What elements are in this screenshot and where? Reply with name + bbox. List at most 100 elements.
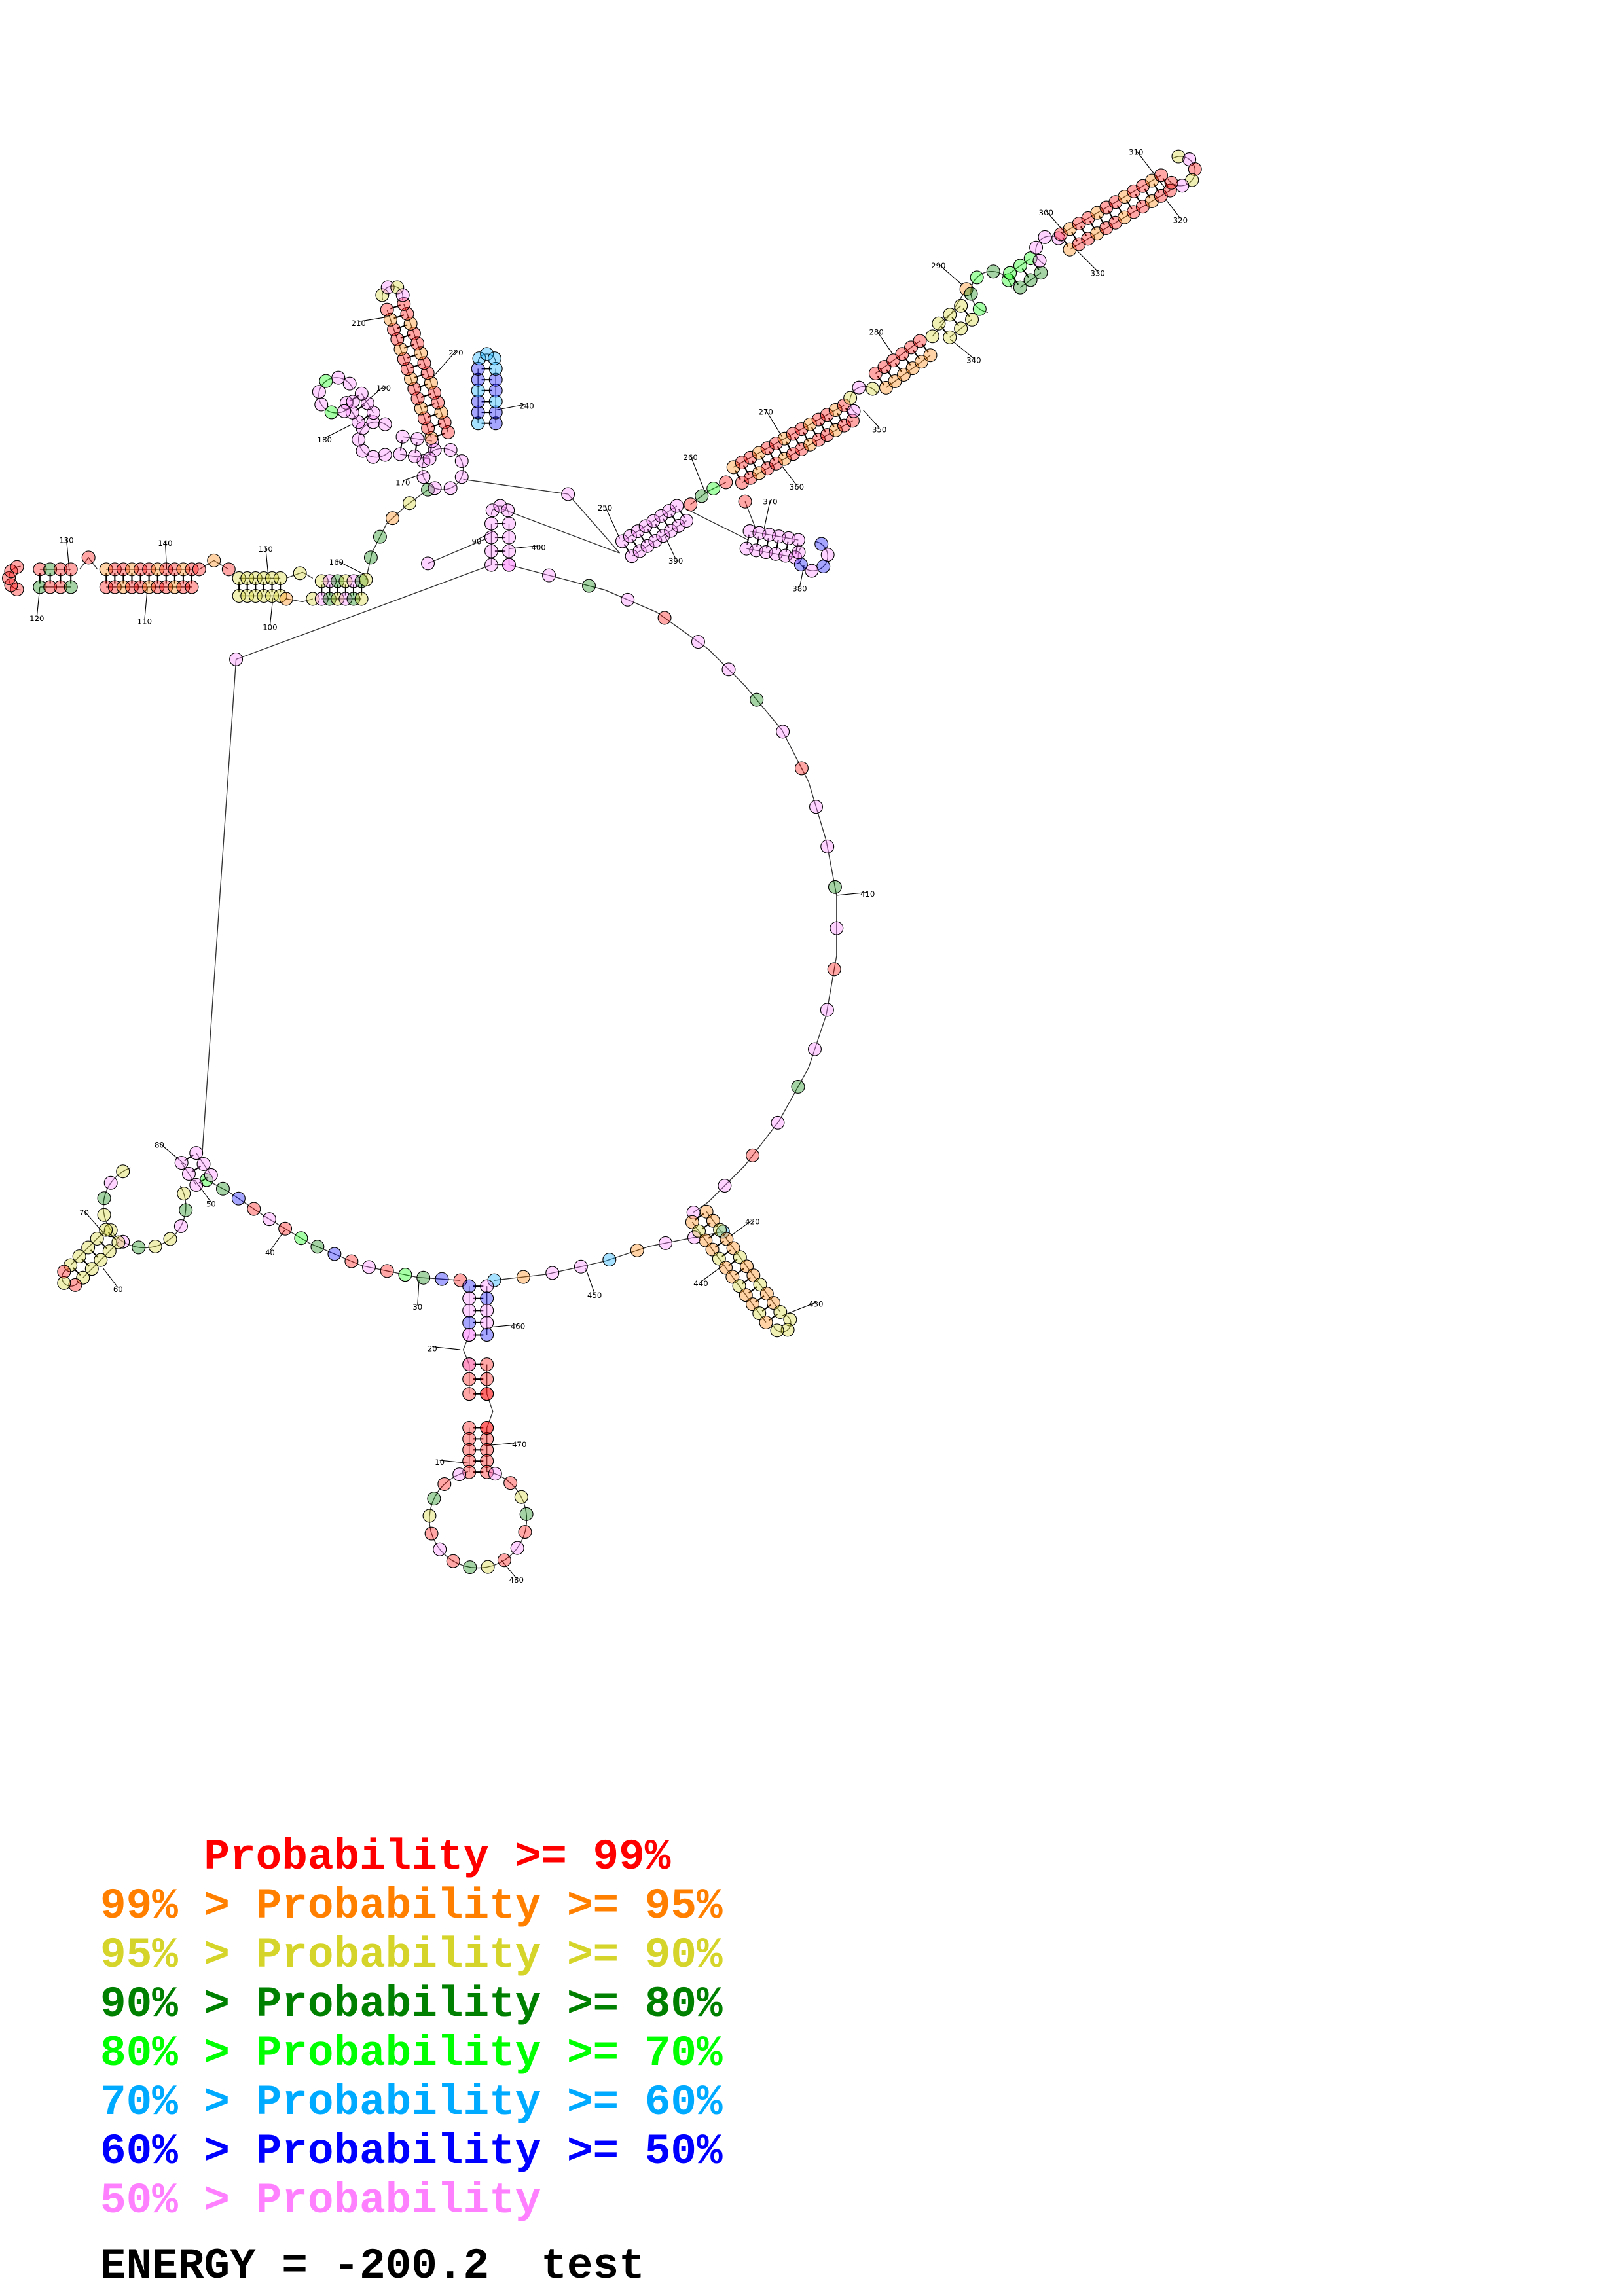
nucleotide	[630, 524, 645, 539]
nucleotide	[497, 1553, 511, 1568]
nucleotide	[791, 1079, 805, 1094]
nucleotide	[488, 405, 503, 420]
position-label: 20	[428, 1344, 437, 1353]
nucleotide	[331, 574, 345, 588]
nucleotide	[493, 499, 507, 513]
nucleotide	[189, 1146, 204, 1160]
nucleotide	[462, 1291, 477, 1306]
nucleotide	[331, 370, 346, 385]
base-pair-lines	[39, 177, 1169, 1473]
nucleotide	[484, 530, 498, 545]
nucleotide	[803, 437, 817, 452]
nucleotide	[462, 1454, 477, 1468]
nucleotide	[257, 588, 271, 603]
nucleotide	[319, 374, 333, 388]
nucleotide	[746, 1148, 760, 1162]
nucleotide	[471, 416, 485, 431]
nucleotide	[769, 436, 783, 450]
position-label: 270	[758, 407, 773, 416]
nucleotide	[811, 433, 826, 447]
position-label: 150	[258, 545, 272, 554]
nucleotide	[519, 1507, 534, 1521]
nucleotide	[518, 1525, 532, 1539]
position-label: 170	[395, 478, 410, 487]
position-label: 130	[59, 535, 73, 545]
nucleotide	[943, 330, 957, 344]
nucleotide	[386, 511, 399, 526]
nucleotide	[81, 1240, 96, 1255]
legend-entry: 60% > Probability >= 50%	[100, 2127, 723, 2176]
nucleotide	[488, 361, 503, 376]
nucleotide	[366, 450, 380, 464]
nucleotide	[57, 1265, 71, 1279]
position-label: 440	[693, 1279, 708, 1288]
nucleotide	[64, 580, 78, 594]
nucleotide	[247, 1202, 261, 1216]
position-label: 190	[376, 384, 391, 393]
nucleotide	[843, 391, 858, 405]
position-label: 350	[872, 425, 886, 434]
nucleotide	[954, 321, 968, 336]
nucleotide	[654, 509, 668, 523]
nucleotide	[472, 351, 486, 366]
nucleotide	[111, 1235, 126, 1249]
nucleotide	[232, 588, 246, 603]
nucleotide	[10, 560, 24, 574]
nucleotide	[322, 592, 337, 606]
nucleotide	[435, 1272, 449, 1286]
nucleotide	[408, 449, 422, 463]
nucleotide	[913, 334, 927, 348]
nucleotide	[99, 1223, 113, 1237]
nucleotide	[480, 1465, 494, 1479]
position-label: 110	[137, 617, 152, 626]
nucleotide	[185, 562, 199, 577]
nucleotide	[487, 1273, 501, 1287]
position-label: 340	[966, 355, 981, 365]
position-label: 420	[745, 1217, 759, 1227]
position-label: 50	[206, 1199, 216, 1208]
nucleotide	[310, 1240, 325, 1254]
nucleotide	[174, 1156, 189, 1170]
nucleotide	[248, 571, 263, 585]
nucleotide	[809, 800, 823, 814]
nucleotide	[262, 1212, 276, 1227]
nucleotide	[780, 1323, 795, 1337]
nucleotide	[116, 1164, 130, 1179]
nucleotide	[760, 461, 775, 476]
nucleotide	[346, 592, 361, 606]
nucleotide	[395, 288, 410, 302]
nucleotide	[695, 489, 709, 503]
nucleotide	[501, 503, 515, 518]
nucleotide	[397, 296, 411, 311]
nucleotide	[481, 1560, 495, 1574]
nucleotide	[342, 376, 357, 391]
nucleotide	[1023, 273, 1038, 287]
nucleotide	[90, 1232, 104, 1246]
nucleotide	[847, 404, 861, 418]
nucleotide	[231, 1191, 246, 1206]
position-label: 380	[792, 584, 807, 594]
nucleotide	[574, 1259, 588, 1274]
nucleotide	[1175, 179, 1190, 193]
nucleotide	[248, 588, 263, 603]
nucleotide	[502, 544, 516, 558]
nucleotide	[706, 482, 721, 495]
position-label: 460	[511, 1322, 525, 1331]
nucleotide	[814, 537, 829, 551]
nucleotide	[393, 447, 407, 461]
nucleotide	[354, 592, 369, 606]
nucleotide	[602, 1253, 617, 1267]
nucleotide	[182, 1167, 196, 1181]
nucleotide	[615, 534, 629, 548]
nucleotide	[632, 544, 647, 558]
nucleotide	[769, 456, 783, 471]
nucleotide	[656, 529, 670, 543]
nucleotide	[943, 308, 957, 322]
position-label: 90	[471, 537, 481, 547]
nucleotide	[43, 562, 58, 577]
nucleotide	[462, 1431, 477, 1446]
nucleotide	[1023, 251, 1038, 266]
nucleotide	[664, 524, 678, 538]
nucleotide	[81, 550, 96, 565]
